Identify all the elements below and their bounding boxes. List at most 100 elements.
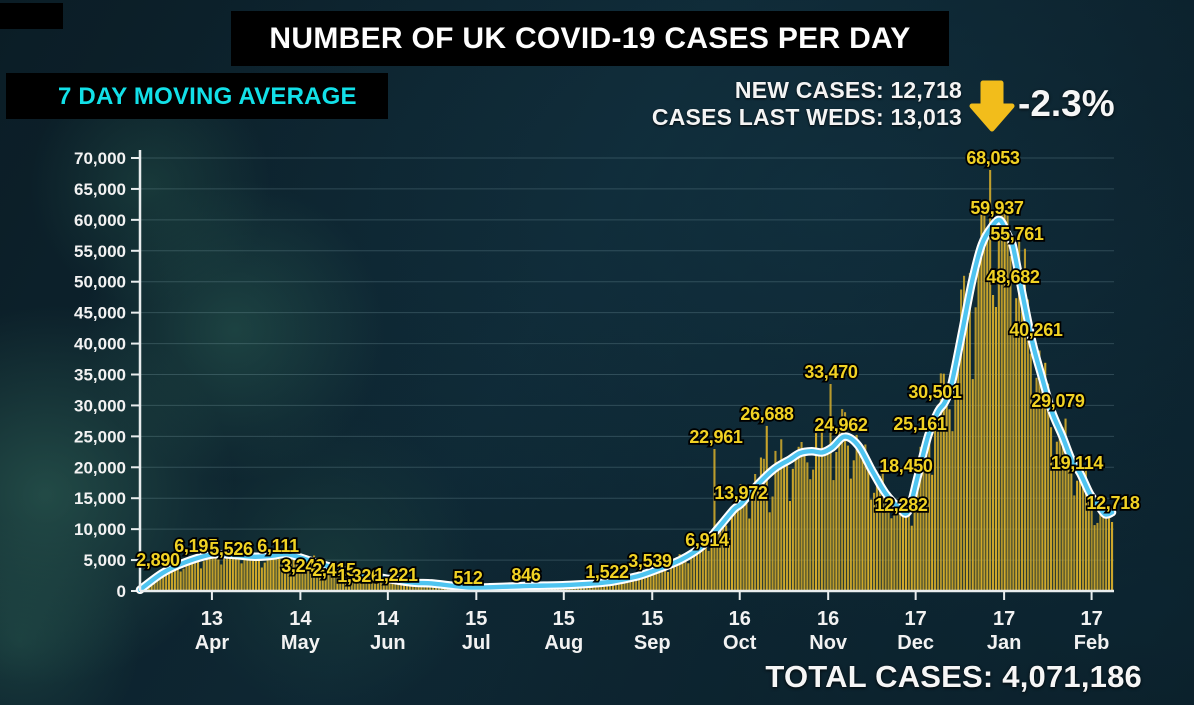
daily-cases-bar <box>263 562 266 591</box>
daily-cases-bar <box>426 584 429 591</box>
y-tick-label: 10,000 <box>74 520 126 539</box>
daily-cases-bar <box>295 553 298 591</box>
y-tick-label: 30,000 <box>74 396 126 415</box>
daily-cases-bar <box>983 213 986 591</box>
daily-cases-bar <box>1105 507 1108 591</box>
x-tick-month: Aug <box>544 632 583 654</box>
change-percent: -2.3% <box>1018 83 1115 124</box>
annotation-label: 1,221 <box>374 565 418 585</box>
daily-cases-bar <box>765 425 768 591</box>
daily-cases-bar <box>971 379 974 591</box>
daily-cases-bar <box>948 409 951 591</box>
y-tick-label: 40,000 <box>74 335 126 354</box>
daily-cases-bar <box>809 479 812 591</box>
annotation-label: 13,972 <box>714 483 768 503</box>
daily-cases-bar <box>678 554 681 591</box>
legend: 7 DAY MOVING AVERAGE <box>6 73 388 119</box>
daily-cases-bar <box>333 565 336 591</box>
daily-cases-bar <box>310 560 313 591</box>
daily-cases-bar <box>638 575 641 591</box>
daily-cases-bar <box>234 556 237 591</box>
daily-cases-bar <box>211 551 214 591</box>
daily-cases-bar <box>330 562 333 591</box>
daily-cases-bar <box>1052 455 1055 591</box>
annotation-label: 2,890 <box>136 550 180 570</box>
daily-cases-bar <box>910 525 913 591</box>
annotation-label: 6,111 <box>257 536 299 556</box>
daily-cases-bar <box>664 566 667 591</box>
y-tick-label: 70,000 <box>74 149 126 168</box>
daily-cases-bar <box>388 578 391 591</box>
daily-cases-bar <box>1029 353 1032 591</box>
annotation-label: 19,114 <box>1051 453 1104 473</box>
daily-cases-bar <box>759 457 762 591</box>
annotation-label: 1,326 <box>337 566 381 586</box>
daily-cases-bar <box>240 563 243 591</box>
x-tick-day: 13 <box>201 608 223 630</box>
daily-cases-bar <box>739 484 742 591</box>
daily-cases-bar <box>939 373 942 591</box>
total-cases-label: TOTAL CASES: <box>765 659 994 694</box>
daily-cases-bar <box>1058 428 1061 591</box>
annotation-label: 29,079 <box>1031 391 1085 411</box>
daily-cases-bar <box>890 518 893 591</box>
daily-cases-bar <box>989 170 992 591</box>
daily-cases-bar <box>844 412 847 591</box>
daily-cases-bar <box>223 558 226 591</box>
new-cases-value: 12,718 <box>890 77 962 103</box>
daily-cases-bar <box>994 307 997 591</box>
daily-cases-bar <box>423 585 426 591</box>
daily-cases-bar <box>754 474 757 591</box>
daily-cases-bar <box>286 555 289 591</box>
daily-cases-bar <box>855 434 858 591</box>
daily-cases-bar <box>757 480 760 591</box>
daily-cases-bar <box>1050 427 1053 591</box>
daily-cases-bar <box>632 577 635 591</box>
daily-cases-bar <box>289 553 292 591</box>
daily-cases-bar <box>968 273 971 591</box>
daily-cases-bar <box>646 577 649 591</box>
y-tick-label: 50,000 <box>74 273 126 292</box>
daily-cases-bar <box>696 545 699 591</box>
daily-cases-bar <box>1012 330 1015 591</box>
daily-cases-bar <box>649 574 652 591</box>
daily-cases-bar <box>153 578 156 591</box>
moving-average-legend-label: 7 DAY MOVING AVERAGE <box>58 83 357 110</box>
daily-cases-bar <box>403 583 406 591</box>
annotation-label: 5,526 <box>209 539 253 559</box>
daily-cases-bar <box>986 236 989 592</box>
x-tick-day: 15 <box>641 608 663 630</box>
daily-cases-bar <box>829 384 832 591</box>
daily-cases-bar <box>1081 471 1084 591</box>
daily-cases-bar <box>1021 277 1024 591</box>
daily-cases-bar <box>246 556 249 591</box>
daily-cases-bar <box>736 502 739 591</box>
daily-cases-bar <box>301 565 304 591</box>
daily-cases-bar <box>1067 447 1070 591</box>
daily-cases-bar <box>954 381 957 591</box>
daily-cases-bar <box>304 566 307 591</box>
daily-cases-bar <box>928 442 931 591</box>
daily-cases-bar <box>960 289 963 591</box>
daily-cases-bar <box>1087 488 1090 591</box>
new-cases-line: NEW CASES: 12,718 <box>610 77 962 104</box>
daily-cases-bar <box>713 449 716 591</box>
daily-cases-bar <box>716 525 719 591</box>
daily-cases-bar <box>191 558 194 591</box>
daily-cases-bar <box>1035 377 1038 591</box>
annotation-label: 6,914 <box>685 530 729 550</box>
daily-cases-bar <box>1090 496 1093 591</box>
daily-cases-bar <box>394 578 397 591</box>
daily-cases-bar <box>748 518 751 591</box>
daily-cases-bar <box>812 469 815 591</box>
daily-cases-bar <box>1093 525 1096 591</box>
daily-cases-bar <box>1047 383 1050 591</box>
page-title-text: NUMBER OF UK COVID-19 CASES PER DAY <box>269 22 911 55</box>
x-tick-day: 14 <box>377 608 400 630</box>
daily-cases-bar <box>173 564 176 591</box>
x-tick-month: Dec <box>897 632 934 654</box>
daily-cases-bar <box>382 581 385 591</box>
annotation-label: 22,961 <box>689 427 743 447</box>
daily-cases-bar <box>780 439 783 591</box>
annotation-label: 48,682 <box>986 267 1040 287</box>
